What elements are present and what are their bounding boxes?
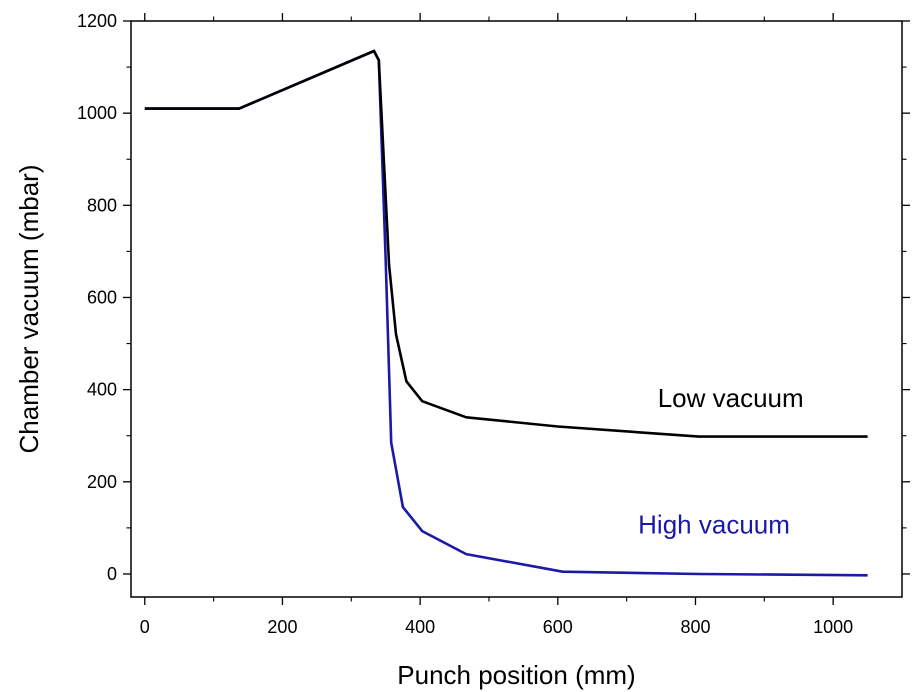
y-tick-label: 400 (87, 380, 117, 400)
y-tick-label: 0 (107, 564, 117, 584)
x-tick-label: 200 (267, 617, 297, 637)
x-tick-label: 1000 (813, 617, 853, 637)
annotation-high-vacuum: High vacuum (638, 509, 790, 539)
y-tick-label: 1200 (77, 11, 117, 31)
plot-border (130, 20, 903, 598)
x-tick-label: 600 (543, 617, 573, 637)
x-tick-label: 400 (405, 617, 435, 637)
y-tick-label: 1000 (77, 103, 117, 123)
x-tick-label: 800 (680, 617, 710, 637)
y-tick-label: 200 (87, 472, 117, 492)
y-axis-title: Chamber vacuum (mbar) (14, 165, 44, 454)
series-line-low-vacuum (144, 49, 868, 438)
x-tick-label: 0 (140, 617, 150, 637)
y-tick-label: 600 (87, 287, 117, 307)
y-tick-label: 800 (87, 195, 117, 215)
ticks-layer (123, 13, 910, 605)
plot-frame (130, 20, 903, 598)
annotation-low-vacuum: Low vacuum (658, 383, 804, 413)
labels-layer: 0 200 400 600 800 1000 0 200 400 600 800 1000 1200 (77, 11, 853, 637)
x-axis-title: Punch position (mm) (397, 660, 635, 690)
series-layer (144, 49, 868, 577)
